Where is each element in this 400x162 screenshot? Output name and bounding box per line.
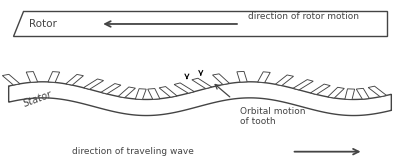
Polygon shape: [84, 79, 104, 89]
Text: direction of traveling wave: direction of traveling wave: [72, 147, 194, 156]
Polygon shape: [135, 89, 146, 99]
Polygon shape: [48, 72, 60, 82]
Polygon shape: [328, 87, 344, 98]
Polygon shape: [118, 87, 136, 98]
Polygon shape: [174, 83, 194, 93]
Polygon shape: [237, 71, 247, 82]
Polygon shape: [368, 86, 386, 97]
Polygon shape: [356, 88, 369, 99]
Polygon shape: [159, 87, 177, 97]
Polygon shape: [101, 84, 121, 94]
Polygon shape: [13, 11, 387, 36]
Polygon shape: [310, 84, 330, 94]
Polygon shape: [345, 89, 355, 99]
Polygon shape: [192, 78, 212, 89]
Text: direction of rotor motion: direction of rotor motion: [248, 12, 359, 21]
Polygon shape: [148, 89, 160, 99]
Polygon shape: [212, 74, 230, 85]
Polygon shape: [26, 72, 38, 82]
Text: Stator: Stator: [23, 89, 54, 109]
Text: Rotor: Rotor: [28, 19, 56, 29]
Polygon shape: [2, 74, 20, 85]
Polygon shape: [258, 72, 270, 83]
Text: Orbital motion
of tooth: Orbital motion of tooth: [240, 107, 305, 126]
Polygon shape: [66, 75, 84, 85]
Polygon shape: [9, 82, 391, 116]
Polygon shape: [293, 80, 313, 90]
Polygon shape: [275, 75, 294, 86]
